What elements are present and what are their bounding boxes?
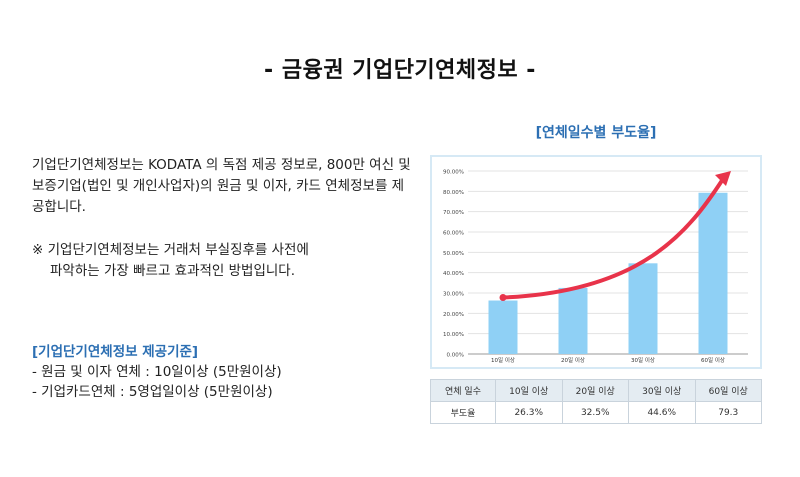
description-paragraph: 기업단기연체정보는 KODATA 의 독점 제공 정보로, 800만 여신 및 … bbox=[32, 157, 411, 215]
table-row: 부도율 26.3% 32.5% 44.6% 79.3 bbox=[430, 401, 762, 424]
criteria-item: - 기업카드연체 : 5영업일이상 (5만원이상) bbox=[32, 384, 273, 400]
trend-arrow-start bbox=[499, 294, 507, 302]
x-tick-label: 30일 이상 bbox=[631, 356, 655, 364]
x-tick-label: 60일 이상 bbox=[701, 356, 725, 364]
trend-arrow-line bbox=[501, 177, 725, 300]
y-tick-label: 80.00% bbox=[443, 190, 464, 196]
bar-chart: 0.00% 10.00% 20.00% 30.00% 40.00% 50.00% 60.00… bbox=[443, 170, 748, 364]
y-tick-label: 50.00% bbox=[443, 251, 464, 257]
y-tick-label: 40.00% bbox=[443, 271, 464, 277]
table-header-cell: 30일 이상 bbox=[628, 379, 696, 402]
table-cell: 32.5% bbox=[561, 401, 629, 424]
table-cell: 26.3% bbox=[495, 401, 563, 424]
bar bbox=[558, 287, 588, 354]
criteria-block: [기업단기연체정보 제공기준] - 원금 및 이자 연체 : 10일이상 (5만… bbox=[32, 342, 412, 402]
chart-panel: 0.00% 10.00% 20.00% 30.00% 40.00% 50.00% 60.00… bbox=[430, 155, 762, 369]
criteria-item: - 원금 및 이자 연체 : 10일이상 (5만원이상) bbox=[32, 364, 282, 380]
bar bbox=[628, 263, 658, 354]
y-tick-label: 70.00% bbox=[443, 210, 464, 216]
default-rate-table: 연체 일수 10일 이상 20일 이상 30일 이상 60일 이상 부도율 26… bbox=[430, 379, 762, 424]
x-tick-label: 10일 이상 bbox=[491, 356, 515, 364]
table-cell: 79.3 bbox=[694, 401, 762, 424]
y-tick-label: 10.00% bbox=[443, 332, 464, 338]
bar bbox=[488, 300, 518, 354]
chart-title: [연체일수별 부도율] bbox=[535, 125, 657, 141]
table-header-row: 연체 일수 10일 이상 20일 이상 30일 이상 60일 이상 bbox=[430, 379, 762, 402]
table-cell: 44.6% bbox=[628, 401, 696, 424]
table-header-cell: 10일 이상 bbox=[495, 379, 563, 402]
description: 기업단기연체정보는 KODATA 의 독점 제공 정보로, 800만 여신 및 … bbox=[32, 155, 412, 218]
y-tick-label: 60.00% bbox=[443, 231, 464, 237]
y-tick-label: 0.00% bbox=[447, 353, 464, 359]
note-line-1: ※ 기업단기연체정보는 거래처 부실징후를 사전에 bbox=[32, 242, 309, 258]
note-line-2: 파악하는 가장 빠르고 효과적인 방법입니다. bbox=[50, 263, 296, 279]
x-tick-label: 20일 이상 bbox=[561, 356, 585, 364]
bar bbox=[698, 192, 728, 354]
y-tick-label: 90.00% bbox=[443, 170, 464, 176]
y-tick-label: 30.00% bbox=[443, 292, 464, 298]
table-header-cell: 20일 이상 bbox=[561, 379, 629, 402]
criteria-heading: [기업단기연체정보 제공기준] bbox=[32, 344, 199, 360]
y-tick-label: 20.00% bbox=[443, 312, 464, 318]
table-row-label: 부도율 bbox=[430, 401, 496, 424]
table-row-label: 연체 일수 bbox=[430, 379, 496, 402]
note: ※ 기업단기연체정보는 거래처 부실징후를 사전에 파악하는 가장 빠르고 효과… bbox=[32, 240, 412, 282]
table-header-cell: 60일 이상 bbox=[694, 379, 762, 402]
page-title: - 금융권 기업단기연체정보 - bbox=[264, 58, 536, 83]
trend-arrow-head bbox=[715, 171, 731, 186]
